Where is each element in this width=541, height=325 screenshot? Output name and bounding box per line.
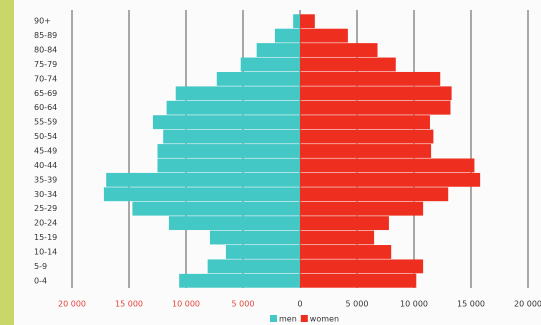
bar	[207, 259, 300, 274]
bar	[157, 158, 300, 173]
bar	[300, 172, 481, 187]
y-tick-label: 15-19	[34, 233, 57, 242]
bar	[300, 201, 424, 216]
legend-swatch	[300, 315, 308, 322]
bar	[300, 158, 475, 173]
x-tick-label: 5 000	[346, 300, 369, 309]
bar	[300, 100, 451, 115]
bar	[300, 71, 441, 86]
bar	[300, 129, 434, 144]
bar	[300, 273, 417, 288]
bar	[300, 216, 389, 231]
bar	[300, 57, 396, 72]
bar	[300, 115, 430, 130]
x-tick-label: 0	[297, 300, 302, 309]
bar	[179, 273, 300, 288]
legend-swatch	[270, 315, 277, 322]
y-tick-label: 35-39	[34, 175, 57, 184]
bar	[225, 245, 300, 259]
y-tick-label: 40-44	[34, 161, 57, 170]
bar	[103, 187, 300, 202]
x-tick-label: 5 000	[232, 300, 255, 309]
y-tick-label: 25-29	[34, 204, 57, 213]
bar	[274, 28, 300, 43]
bar	[300, 14, 315, 29]
bar	[300, 245, 392, 259]
y-tick-label: 80-84	[34, 46, 57, 55]
y-tick-label: 55-59	[34, 118, 57, 127]
y-tick-label: 65-69	[34, 89, 57, 98]
legend-label: women	[310, 315, 339, 324]
y-tick-label: 90+	[34, 17, 51, 26]
bar	[240, 57, 300, 72]
y-tick-label: 45-49	[34, 147, 57, 156]
y-tick-label: 0-4	[34, 276, 47, 285]
bar	[300, 230, 375, 245]
bar	[300, 28, 348, 43]
bar	[166, 100, 300, 115]
bar	[152, 115, 300, 130]
x-tick-label: 15 000	[115, 300, 143, 309]
x-tick-label: 10 000	[400, 300, 428, 309]
bar	[293, 14, 300, 29]
bar	[106, 172, 300, 187]
y-tick-label: 30-34	[34, 190, 57, 199]
bar	[300, 259, 424, 274]
y-tick-label: 5-9	[34, 262, 47, 271]
y-tick-label: 60-64	[34, 103, 57, 112]
legend-label: men	[279, 315, 297, 324]
bar	[209, 230, 300, 245]
x-tick-label: 20 000	[58, 300, 86, 309]
bar	[132, 201, 300, 216]
bar	[216, 71, 300, 86]
y-tick-label: 70-74	[34, 74, 57, 83]
bar	[175, 86, 300, 101]
y-tick-label: 85-89	[34, 31, 57, 40]
bar	[163, 129, 300, 144]
y-tick-label: 20-24	[34, 219, 57, 228]
x-tick-label: 10 000	[172, 300, 200, 309]
bar	[256, 43, 300, 57]
x-tick-label: 15 000	[457, 300, 485, 309]
bar	[157, 144, 300, 158]
y-tick-label: 75-79	[34, 60, 57, 69]
x-tick-label: 20 000	[514, 300, 541, 309]
y-tick-label: 50-54	[34, 132, 57, 141]
y-tick-label: 10-14	[34, 247, 57, 256]
bar	[300, 86, 452, 101]
bar	[300, 144, 432, 158]
bar	[168, 216, 300, 231]
bar	[300, 187, 449, 202]
bar	[300, 43, 378, 57]
